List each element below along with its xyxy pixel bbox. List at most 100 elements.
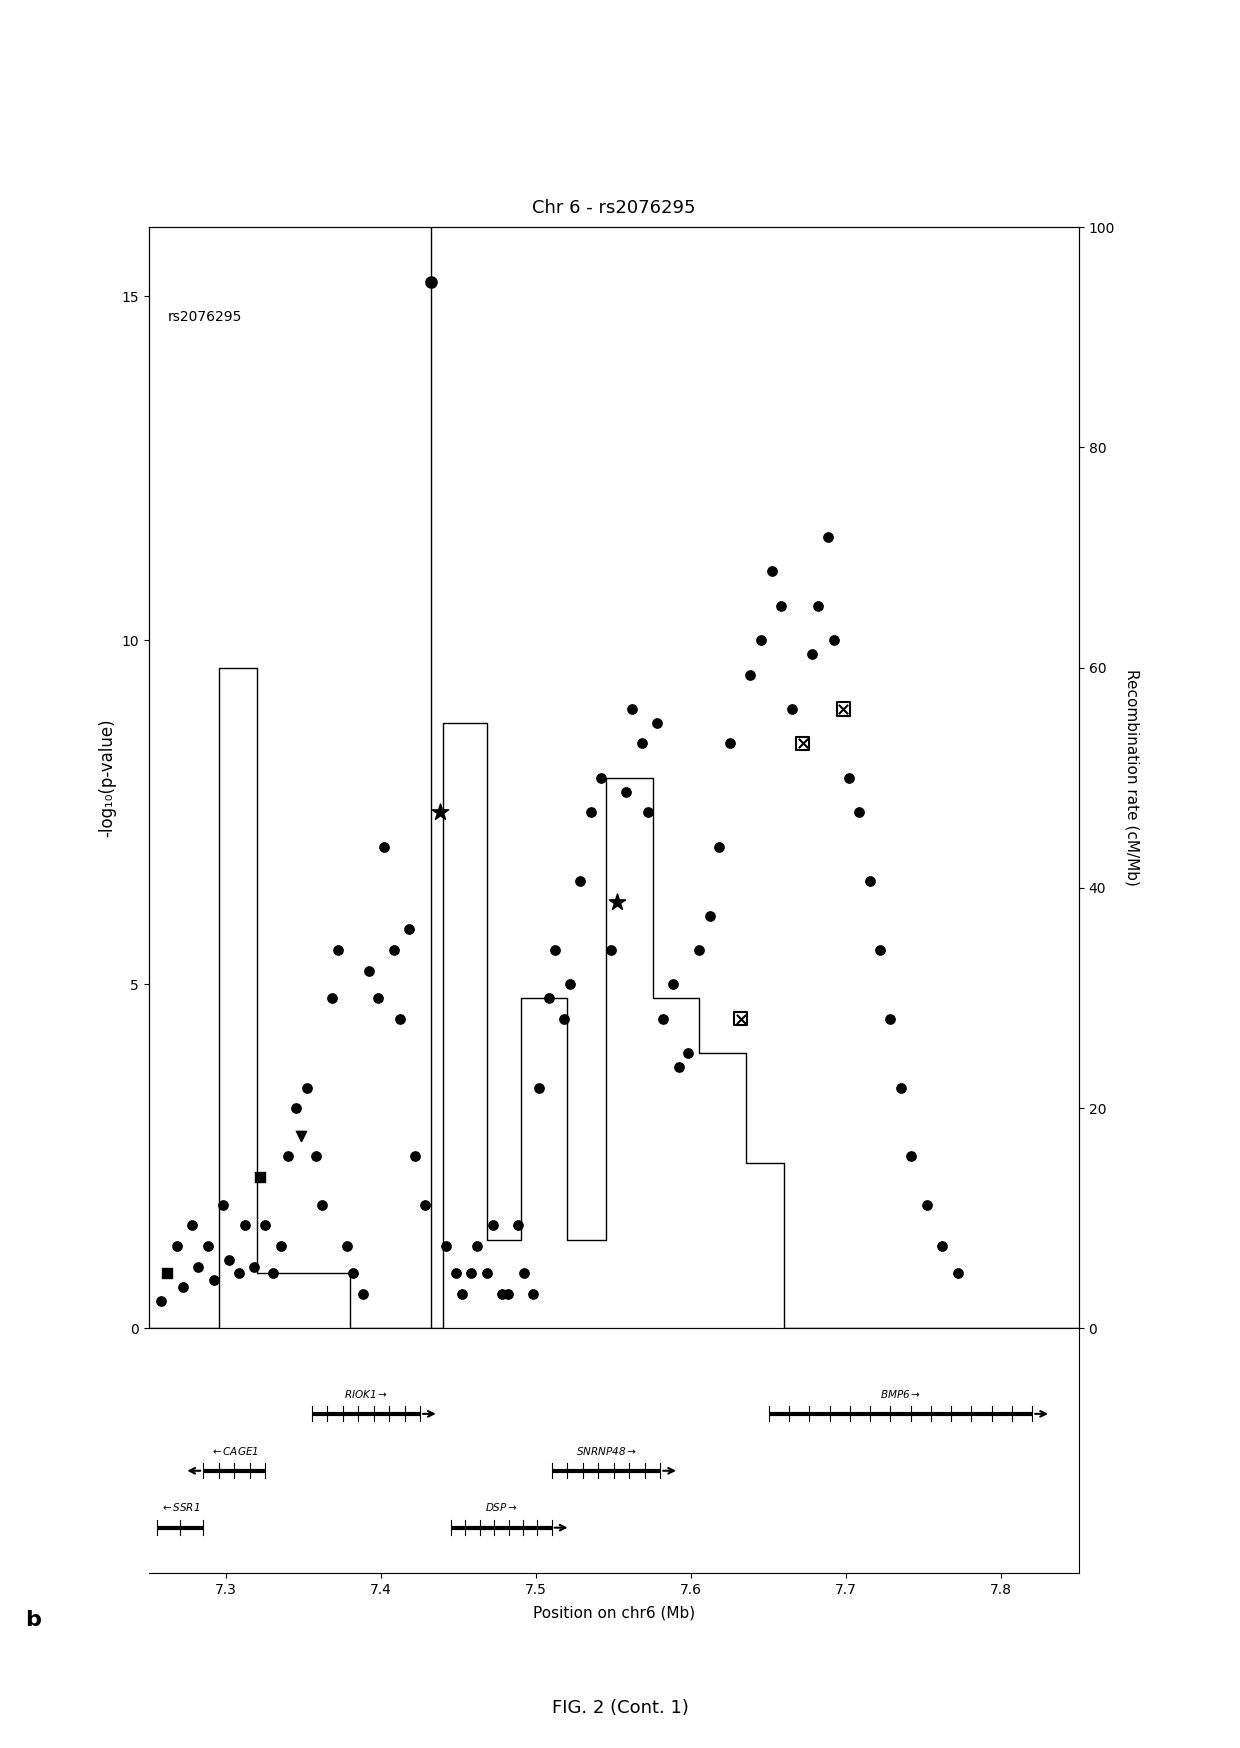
Point (529, 1073, 549, 1101)
Text: SNRNP48$\rightarrow$: SNRNP48$\rightarrow$ (575, 1444, 636, 1456)
Text: DSP$\rightarrow$: DSP$\rightarrow$ (485, 1502, 518, 1514)
Point (647, 710, 667, 738)
Title: Chr 6 - rs2076295: Chr 6 - rs2076295 (532, 199, 696, 217)
Point (859, 867, 879, 895)
Point (389, 1005, 409, 1033)
Point (383, 935, 403, 963)
Point (631, 729, 651, 757)
Point (606, 888, 626, 916)
Text: rs2076295: rs2076295 (167, 309, 242, 323)
Y-axis label: Recombination rate (cM/Mb): Recombination rate (cM/Mb) (1125, 669, 1140, 886)
Point (901, 1143, 921, 1171)
Point (538, 984, 558, 1012)
Point (405, 1143, 425, 1171)
X-axis label: Position on chr6 (Mb): Position on chr6 (Mb) (533, 1605, 694, 1620)
Point (197, 1232, 217, 1260)
Point (782, 696, 802, 724)
Point (166, 1232, 186, 1260)
Text: FIG. 2 (Cont. 1): FIG. 2 (Cont. 1) (552, 1699, 688, 1717)
Point (808, 593, 828, 621)
Point (932, 1232, 952, 1260)
Point (823, 626, 843, 654)
Point (730, 1005, 750, 1033)
Point (513, 1260, 533, 1288)
Y-axis label: -log₁₀(p-value): -log₁₀(p-value) (98, 718, 115, 837)
Point (250, 1162, 270, 1190)
Point (358, 956, 378, 984)
Text: BMP6$\rightarrow$: BMP6$\rightarrow$ (880, 1388, 921, 1400)
Point (343, 1260, 363, 1288)
Point (203, 1266, 223, 1294)
Point (709, 832, 729, 860)
Point (833, 696, 853, 724)
Text: RIOK1$\rightarrow$: RIOK1$\rightarrow$ (343, 1388, 388, 1400)
Point (337, 1232, 357, 1260)
Point (817, 523, 837, 551)
Point (420, 269, 440, 297)
Point (157, 1260, 177, 1288)
Point (321, 984, 341, 1012)
Point (290, 1122, 310, 1150)
Point (600, 935, 620, 963)
Point (839, 764, 859, 792)
Point (668, 1052, 688, 1080)
Point (151, 1287, 171, 1314)
Point (890, 1073, 910, 1101)
Point (368, 984, 388, 1012)
Point (523, 1280, 543, 1308)
Point (802, 640, 822, 668)
Point (771, 593, 791, 621)
Point (182, 1211, 202, 1239)
Point (662, 970, 682, 998)
Point (234, 1211, 254, 1239)
Point (430, 799, 450, 827)
Point (544, 935, 564, 963)
Point (637, 799, 657, 827)
Point (833, 696, 853, 724)
Point (507, 1211, 527, 1239)
Point (492, 1280, 512, 1308)
Point (616, 778, 636, 806)
Point (947, 1260, 967, 1288)
Point (451, 1280, 471, 1308)
Point (296, 1073, 316, 1101)
Point (312, 1190, 332, 1218)
Point (467, 1232, 487, 1260)
Point (622, 696, 642, 724)
Point (879, 1005, 899, 1033)
Text: $\leftarrow$SSR1: $\leftarrow$SSR1 (160, 1502, 200, 1514)
Point (653, 1005, 673, 1033)
Point (476, 1260, 496, 1288)
Point (436, 1232, 456, 1260)
Point (580, 799, 600, 827)
Point (414, 1190, 434, 1218)
Point (172, 1273, 192, 1301)
Point (916, 1190, 936, 1218)
Point (498, 1280, 518, 1308)
Point (751, 626, 771, 654)
Point (327, 935, 347, 963)
Point (848, 799, 868, 827)
Point (730, 1005, 750, 1033)
Point (306, 1143, 326, 1171)
Point (228, 1260, 248, 1288)
Point (286, 1094, 306, 1122)
Point (374, 832, 394, 860)
Point (761, 558, 781, 586)
Point (482, 1211, 502, 1239)
Point (720, 729, 740, 757)
Point (213, 1190, 233, 1218)
Text: b: b (25, 1610, 41, 1629)
Point (461, 1260, 481, 1288)
Point (188, 1253, 208, 1281)
Point (219, 1246, 239, 1274)
Point (569, 867, 589, 895)
Point (792, 729, 812, 757)
Point (689, 935, 709, 963)
Point (352, 1280, 372, 1308)
Point (678, 1038, 698, 1066)
Point (792, 729, 812, 757)
Point (244, 1253, 264, 1281)
Point (554, 1005, 574, 1033)
Point (399, 916, 419, 944)
